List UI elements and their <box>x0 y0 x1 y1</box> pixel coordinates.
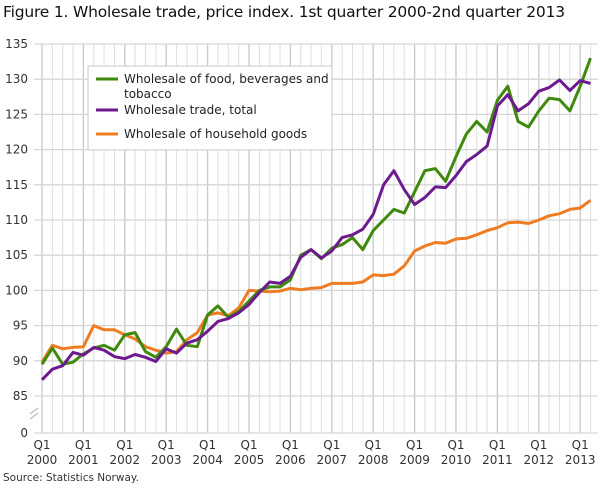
legend-label: Wholesale trade, total <box>124 103 257 117</box>
y-tick-label: 130 <box>5 72 28 86</box>
x-tick-quarter: Q1 <box>365 438 382 452</box>
x-tick-year: 2012 <box>524 453 555 467</box>
y-tick-label: 115 <box>5 178 28 192</box>
x-tick-quarter: Q1 <box>116 438 133 452</box>
y-tick-label: 105 <box>5 248 28 262</box>
y-tick-label: 0 <box>20 426 28 440</box>
x-tick-year: 2008 <box>358 453 389 467</box>
series-line-1 <box>40 78 591 381</box>
x-tick-quarter: Q1 <box>240 438 257 452</box>
x-tick-year: 2002 <box>110 453 141 467</box>
x-tick-quarter: Q1 <box>323 438 340 452</box>
legend-label: Wholesale of household goods <box>124 127 307 141</box>
y-tick-label: 85 <box>13 389 28 403</box>
y-tick-label: 120 <box>5 143 28 157</box>
x-tick-quarter: Q1 <box>406 438 423 452</box>
x-tick-quarter: Q1 <box>489 438 506 452</box>
x-tick-quarter: Q1 <box>447 438 464 452</box>
x-tick-year: 2010 <box>441 453 472 467</box>
y-tick-label: 135 <box>5 37 28 51</box>
x-tick-quarter: Q1 <box>282 438 299 452</box>
axis-break-icon <box>29 407 39 420</box>
source-note: Source: Statistics Norway. <box>3 472 139 484</box>
x-tick-quarter: Q1 <box>158 438 175 452</box>
y-tick-label: 95 <box>13 319 28 333</box>
x-tick-year: 2006 <box>275 453 306 467</box>
series-line-2 <box>40 199 592 363</box>
x-tick-year: 2004 <box>192 453 223 467</box>
x-tick-year: 2000 <box>27 453 58 467</box>
chart-title: Figure 1. Wholesale trade, price index. … <box>3 3 565 21</box>
x-tick-quarter: Q1 <box>572 438 589 452</box>
y-tick-label: 100 <box>5 283 28 297</box>
y-tick-label: 110 <box>5 213 28 227</box>
x-tick-quarter: Q1 <box>75 438 92 452</box>
x-tick-year: 2011 <box>482 453 513 467</box>
legend-box <box>87 65 333 151</box>
x-tick-year: 2003 <box>151 453 182 467</box>
legend: Wholesale of food, beverages and tobacco W… <box>87 65 333 151</box>
y-tick-label: 125 <box>5 107 28 121</box>
x-tick-quarter: Q1 <box>199 438 216 452</box>
y-tick-label: 90 <box>13 354 28 368</box>
x-tick-quarter: Q1 <box>33 438 50 452</box>
x-tick-quarter: Q1 <box>530 438 547 452</box>
legend-label: Wholesale of food, beverages and tobacco <box>124 72 329 101</box>
x-tick-year: 2009 <box>399 453 430 467</box>
x-tick-year: 2007 <box>317 453 348 467</box>
x-tick-year: 2005 <box>234 453 265 467</box>
x-tick-year: 2001 <box>68 453 99 467</box>
x-tick-year: 2013 <box>565 453 596 467</box>
